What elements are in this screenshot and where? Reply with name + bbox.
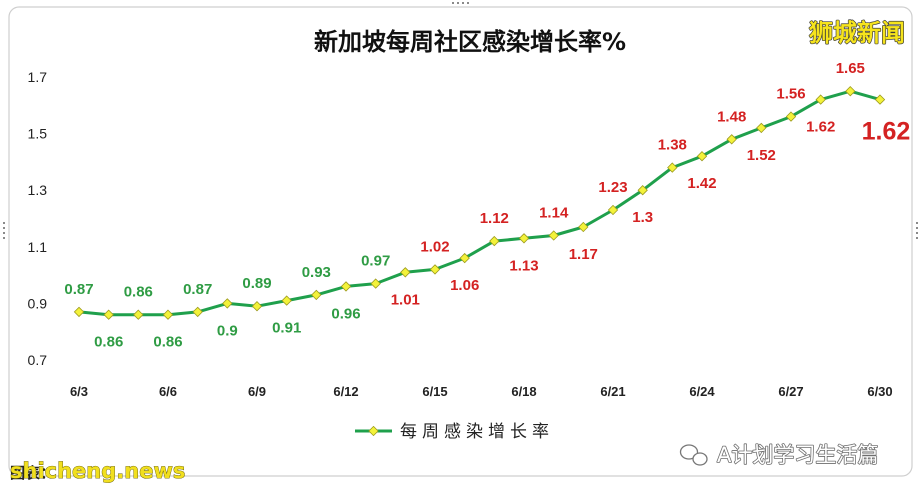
data-label: 1.02 — [420, 238, 449, 255]
data-label: 1.65 — [836, 60, 865, 77]
data-point-marker — [489, 235, 500, 247]
data-label: 0.87 — [64, 281, 93, 298]
source-label: 图表： — [10, 464, 55, 482]
x-tick-label: 6/21 — [600, 384, 625, 399]
data-label: 0.86 — [124, 284, 153, 301]
x-tick-label: 6/6 — [159, 384, 177, 399]
x-tick-label: 6/27 — [778, 384, 803, 399]
data-label: 0.86 — [153, 334, 182, 351]
data-point-marker — [281, 295, 292, 306]
source-watermark-text: shicheng.news — [10, 459, 185, 483]
data-label: 0.87 — [183, 281, 212, 298]
data-label: 0.97 — [361, 253, 390, 270]
data-point-marker — [103, 309, 114, 320]
x-axis: 6/3 6/6 6/9 6/12 6/15 6/18 6/21 6/24 6/27 6/30 — [70, 384, 893, 399]
x-tick-label: 6/12 — [333, 384, 358, 399]
data-point-marker — [459, 252, 470, 264]
data-point-marker — [607, 204, 619, 216]
data-label-latest: 1.62 — [862, 118, 911, 146]
legend-diamond-marker — [368, 425, 379, 437]
data-point-marker — [756, 122, 767, 134]
y-tick-label: 0.9 — [28, 295, 48, 311]
data-label: 1.42 — [687, 175, 716, 192]
data-point-marker — [548, 230, 559, 241]
data-labels: 0.87 0.86 0.86 0.86 0.87 0.9 0.89 0.91 0.93 0.96 0… — [64, 60, 910, 351]
data-label: 1.38 — [658, 137, 687, 154]
data-point-marker — [667, 162, 678, 173]
data-label: 0.86 — [94, 334, 123, 351]
data-label: 1.17 — [569, 246, 598, 263]
x-tick-label: 6/9 — [248, 384, 266, 399]
y-tick-label: 1.7 — [28, 69, 48, 85]
data-label: 1.06 — [450, 277, 479, 294]
data-point-marker — [192, 306, 203, 318]
x-tick-label: 6/3 — [70, 384, 88, 399]
data-label: 1.56 — [776, 86, 805, 103]
data-point-marker — [311, 289, 322, 301]
data-point-marker — [874, 94, 886, 105]
data-point-marker — [340, 281, 352, 292]
series-line — [77, 89, 882, 317]
wechat-icon-bubble-large — [679, 444, 699, 460]
data-label: 0.91 — [272, 320, 301, 337]
data-point-markers — [73, 86, 886, 320]
data-point-marker — [845, 86, 856, 97]
legend-label: 每周感染增长率 — [400, 422, 554, 442]
data-point-marker — [73, 306, 85, 318]
brand-logo-text: 狮城新闻 — [809, 19, 905, 47]
data-point-marker — [637, 185, 648, 196]
data-label: 0.89 — [242, 275, 271, 292]
x-tick-label: 6/18 — [511, 384, 536, 399]
y-tick-label: 1.5 — [28, 126, 48, 142]
wechat-icon-bubble-small — [692, 452, 708, 466]
data-label: 1.3 — [632, 209, 653, 226]
x-tick-label: 6/30 — [867, 384, 892, 399]
wechat-watermark: A计划学习生活篇 — [679, 442, 879, 468]
data-point-marker — [133, 309, 144, 320]
data-point-marker — [785, 111, 797, 122]
data-label: 0.93 — [302, 264, 331, 281]
data-label: 1.52 — [747, 147, 776, 164]
x-tick-label: 6/15 — [422, 384, 447, 399]
data-point-marker — [696, 151, 708, 162]
data-label: 1.23 — [598, 179, 627, 196]
data-label: 1.48 — [717, 108, 746, 125]
data-point-marker — [370, 278, 381, 289]
data-label: 0.9 — [217, 322, 238, 339]
data-point-marker — [222, 298, 233, 309]
data-point-marker — [578, 221, 589, 233]
legend: 每周感染增长率 — [355, 422, 554, 442]
data-label: 1.13 — [509, 257, 538, 274]
wechat-account-name: A计划学习生活篇 — [717, 443, 878, 467]
data-point-marker — [815, 94, 826, 105]
y-tick-label: 1.1 — [28, 239, 48, 255]
chart-title: 新加坡每周社区感染增长率% — [314, 28, 626, 56]
data-label: 1.01 — [391, 291, 420, 308]
y-tick-label: 0.7 — [28, 352, 48, 368]
data-point-marker — [400, 267, 411, 278]
data-point-marker — [251, 301, 263, 312]
x-tick-label: 6/24 — [689, 384, 715, 399]
data-label: 1.12 — [480, 210, 509, 227]
y-tick-label: 1.3 — [28, 182, 48, 198]
data-point-marker — [162, 309, 174, 320]
data-point-marker — [429, 264, 441, 275]
data-point-marker — [726, 134, 737, 145]
y-axis: 0.7 0.9 1.1 1.3 1.5 1.7 — [28, 69, 48, 368]
chart-frame — [8, 6, 913, 477]
data-label: 1.14 — [539, 205, 569, 222]
data-label: 0.96 — [331, 305, 360, 322]
data-label: 1.62 — [806, 119, 835, 136]
wechat-icon — [679, 444, 708, 466]
data-point-marker — [518, 233, 530, 244]
